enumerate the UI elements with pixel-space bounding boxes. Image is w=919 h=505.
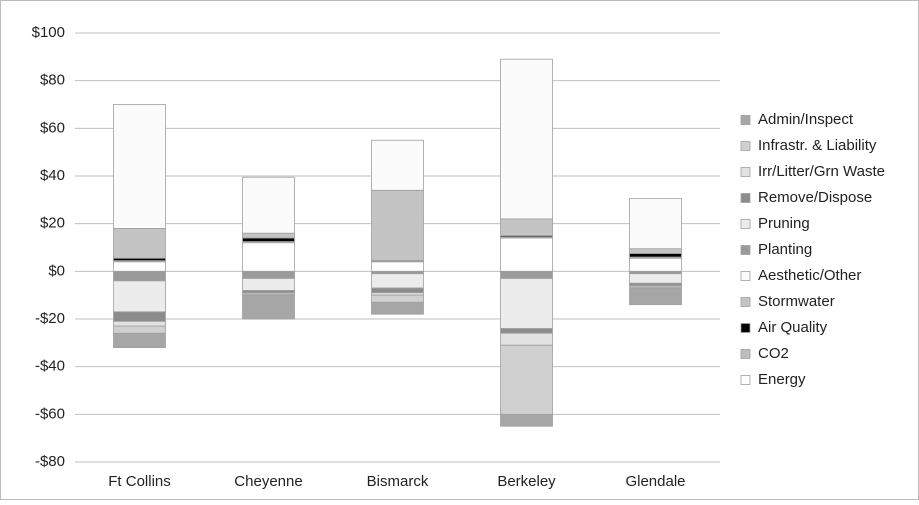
y-tick-label: $60 bbox=[40, 119, 65, 136]
bar-segment bbox=[113, 270, 166, 282]
x-tick-label: Bismarck bbox=[367, 473, 429, 490]
bar-segment bbox=[113, 280, 166, 313]
legend-swatch bbox=[740, 323, 751, 333]
bar-segment bbox=[629, 198, 682, 250]
legend-label: Stormwater bbox=[758, 293, 835, 310]
bar-segment bbox=[113, 311, 166, 322]
x-tick-label: Glendale bbox=[625, 473, 685, 490]
bar-segment bbox=[371, 273, 424, 289]
legend-label: Energy bbox=[758, 371, 806, 388]
bar-segment bbox=[113, 104, 166, 229]
y-tick-label: $0 bbox=[48, 262, 65, 279]
bar-segment bbox=[242, 232, 295, 239]
bar-segment bbox=[629, 257, 682, 272]
y-tick-label: -$20 bbox=[35, 310, 65, 327]
x-tick-label: Cheyenne bbox=[234, 473, 302, 490]
bar-segment bbox=[113, 320, 166, 327]
y-tick-label: $20 bbox=[40, 215, 65, 232]
bar-segment bbox=[629, 248, 682, 254]
bar-segment bbox=[500, 278, 553, 329]
bar-segment bbox=[500, 332, 553, 346]
bar-segment bbox=[242, 278, 295, 291]
bar-segment bbox=[113, 332, 166, 348]
y-tick-label: $100 bbox=[32, 24, 65, 41]
bar-segment bbox=[242, 242, 295, 272]
x-tick-label: Ft Collins bbox=[108, 473, 171, 490]
legend-swatch bbox=[740, 297, 751, 307]
bar-segment bbox=[500, 218, 553, 236]
bar-segment bbox=[500, 413, 553, 427]
bar-segment bbox=[242, 294, 295, 320]
bar-segment bbox=[113, 261, 166, 272]
legend-label: Pruning bbox=[758, 215, 810, 232]
legend-swatch bbox=[740, 349, 751, 359]
bar-segment bbox=[371, 287, 424, 294]
bar-segment bbox=[500, 328, 553, 334]
bar-segment bbox=[242, 176, 295, 234]
x-tick-label: Berkeley bbox=[497, 473, 556, 490]
bar-segment bbox=[242, 237, 295, 242]
bar-segment bbox=[629, 287, 682, 306]
bar-segment bbox=[371, 301, 424, 315]
bar-segment bbox=[500, 270, 553, 279]
legend-label: Admin/Inspect bbox=[758, 111, 854, 128]
legend-swatch bbox=[740, 115, 751, 125]
legend-swatch bbox=[740, 167, 751, 177]
legend-swatch bbox=[740, 375, 751, 385]
bar-segment bbox=[113, 325, 166, 334]
y-tick-label: -$60 bbox=[35, 405, 65, 422]
bar-segment bbox=[500, 237, 553, 272]
bar-segment bbox=[500, 344, 553, 415]
bar-segment bbox=[371, 139, 424, 191]
y-tick-label: $80 bbox=[40, 72, 65, 89]
bar-segment bbox=[629, 253, 682, 258]
bar-segment bbox=[371, 294, 424, 303]
legend-label: Infrastr. & Liability bbox=[758, 137, 877, 154]
legend-label: Remove/Dispose bbox=[758, 189, 872, 206]
legend-label: Aesthetic/Other bbox=[758, 267, 861, 284]
bar-segment bbox=[629, 273, 682, 284]
legend-label: Air Quality bbox=[758, 319, 828, 336]
legend-label: Planting bbox=[758, 241, 812, 258]
legend-label: CO2 bbox=[758, 345, 789, 362]
legend-label: Irr/Litter/Grn Waste bbox=[758, 163, 885, 180]
legend-swatch bbox=[740, 271, 751, 281]
legend-swatch bbox=[740, 219, 751, 229]
y-tick-label: -$40 bbox=[35, 358, 65, 375]
bar-segment bbox=[113, 228, 166, 259]
bar-segment bbox=[371, 261, 424, 272]
bar-segment bbox=[242, 270, 295, 279]
legend-swatch bbox=[740, 245, 751, 255]
legend-swatch bbox=[740, 193, 751, 203]
legend-swatch bbox=[740, 141, 751, 151]
bar-segment bbox=[371, 189, 424, 261]
bar-segment bbox=[500, 58, 553, 220]
y-tick-label: -$80 bbox=[35, 453, 65, 470]
y-tick-label: $40 bbox=[40, 167, 65, 184]
